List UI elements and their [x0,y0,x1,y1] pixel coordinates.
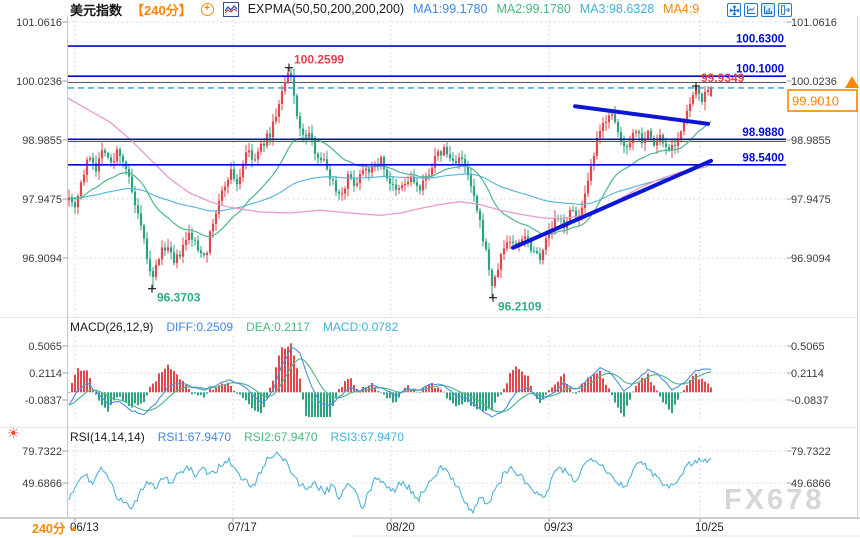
svg-text:100.0236: 100.0236 [16,76,62,88]
period-label[interactable]: 【240分】 [131,2,192,18]
axis-scroll-arrow-icon[interactable] [845,76,859,88]
date-label: 07/17 [228,522,257,534]
svg-text:0.5065: 0.5065 [791,341,825,353]
svg-text:79.7322: 79.7322 [791,446,831,458]
rsi3-value: RSI3:67.9470 [330,430,404,444]
price-annotation: 99.9349 [701,71,745,85]
svg-text:0.2114: 0.2114 [29,368,62,380]
timeframe-label: 240分 [32,522,66,536]
chart-scale-icon[interactable] [744,3,758,17]
date-label: 09/23 [544,522,573,534]
trendline[interactable] [511,158,713,250]
svg-text:97.9475: 97.9475 [22,194,62,206]
exit-chart-icon[interactable] [778,3,792,17]
svg-text:0.5065: 0.5065 [28,341,62,353]
macd-header: MACD(26,12,9) DIFF:0.2509 DEA:0.2117 MAC… [70,320,398,334]
svg-text:0.2114: 0.2114 [791,368,824,380]
ma3-value: MA3:98.6328 [579,2,655,16]
crosshair-move-icon[interactable] [727,3,741,17]
timeframe-selector[interactable]: 240分 ▲ [32,518,78,537]
macd-indicator-label: MACD(26,12,9) [70,320,154,334]
date-label: 10/25 [695,522,724,534]
price-annotation: 100.2599 [294,53,344,67]
chart-toolbar [727,3,792,17]
svg-text:-0.0837: -0.0837 [791,395,828,407]
svg-text:98.9855: 98.9855 [22,135,62,147]
ma2-value: MA2:99.1780 [496,2,571,16]
date-labels: 06/13 07/17 08/20 09/23 10/25 [70,522,724,534]
indicator-chart-icon[interactable] [222,1,239,17]
macd-macd-value: MACD:0.0782 [322,320,399,334]
symbol-title: 美元指数 [70,2,123,18]
level-label: 100.6300 [736,34,784,46]
ma1-value: MA1:99.1780 [413,2,488,16]
svg-text:97.9475: 97.9475 [791,194,831,206]
current-price-badge: 99.9010 [787,76,859,112]
chart-header: 美元指数 【240分】 + EXPMA(50,50,200,200,200) M… [70,1,700,18]
chart-scale-left-icon[interactable] [761,3,775,17]
rsi2-value: RSI2:67.9470 [244,430,318,444]
svg-text:96.9094: 96.9094 [791,253,831,265]
rsi-indicator-label: RSI(14,14,14) [70,430,145,444]
axis-labels: 101.0616 101.0616 100.0236 100.0236 98.9855 9… [16,17,837,490]
price-annotation: 96.2109 [498,300,542,314]
candlestick-series [67,67,713,298]
svg-text:79.7322: 79.7322 [22,446,62,458]
rsi-panel [68,451,712,515]
trend-lines [511,104,713,250]
current-price-value: 99.9010 [792,94,839,109]
level-lines: 100.6300 100.1000 98.9880 98.5400 [68,34,786,166]
trendline[interactable] [573,104,710,126]
svg-text:49.6866: 49.6866 [22,478,62,490]
sun-icon[interactable]: ☀ [7,425,20,441]
indicator-label: EXPMA(50,50,200,200,200) [247,2,405,16]
ma4-value: MA4:9 [663,2,700,16]
price-annotation: 96.3703 [157,291,201,305]
macd-diff-value: DIFF:0.2509 [166,320,234,334]
date-label: 06/13 [70,522,99,534]
watermark: FX678 [724,484,825,516]
grid-lines [0,16,860,537]
svg-text:101.0616: 101.0616 [791,17,837,29]
svg-text:-0.0837: -0.0837 [25,395,62,407]
svg-text:101.0616: 101.0616 [16,17,62,29]
svg-text:100.0236: 100.0236 [791,76,837,88]
svg-text:96.9094: 96.9094 [22,253,62,265]
level-label: 100.1000 [736,64,784,76]
date-label: 08/20 [386,522,415,534]
svg-text:49.6866: 49.6866 [791,478,831,490]
add-indicator-icon[interactable]: + [200,2,214,16]
level-label: 98.9880 [742,127,784,139]
svg-text:98.9855: 98.9855 [791,135,831,147]
timeframe-arrow-icon: ▲ [69,522,79,533]
macd-dea-value: DEA:0.2117 [246,320,310,334]
price-annotations: 100.2599 99.9349 96.3703 96.2109 [148,53,745,314]
macd-panel [68,343,712,418]
level-label: 98.5400 [742,152,784,164]
rsi1-value: RSI1:67.9470 [157,430,232,444]
rsi-header: RSI(14,14,14) RSI1:67.9470 RSI2:67.9470 … [70,430,404,444]
